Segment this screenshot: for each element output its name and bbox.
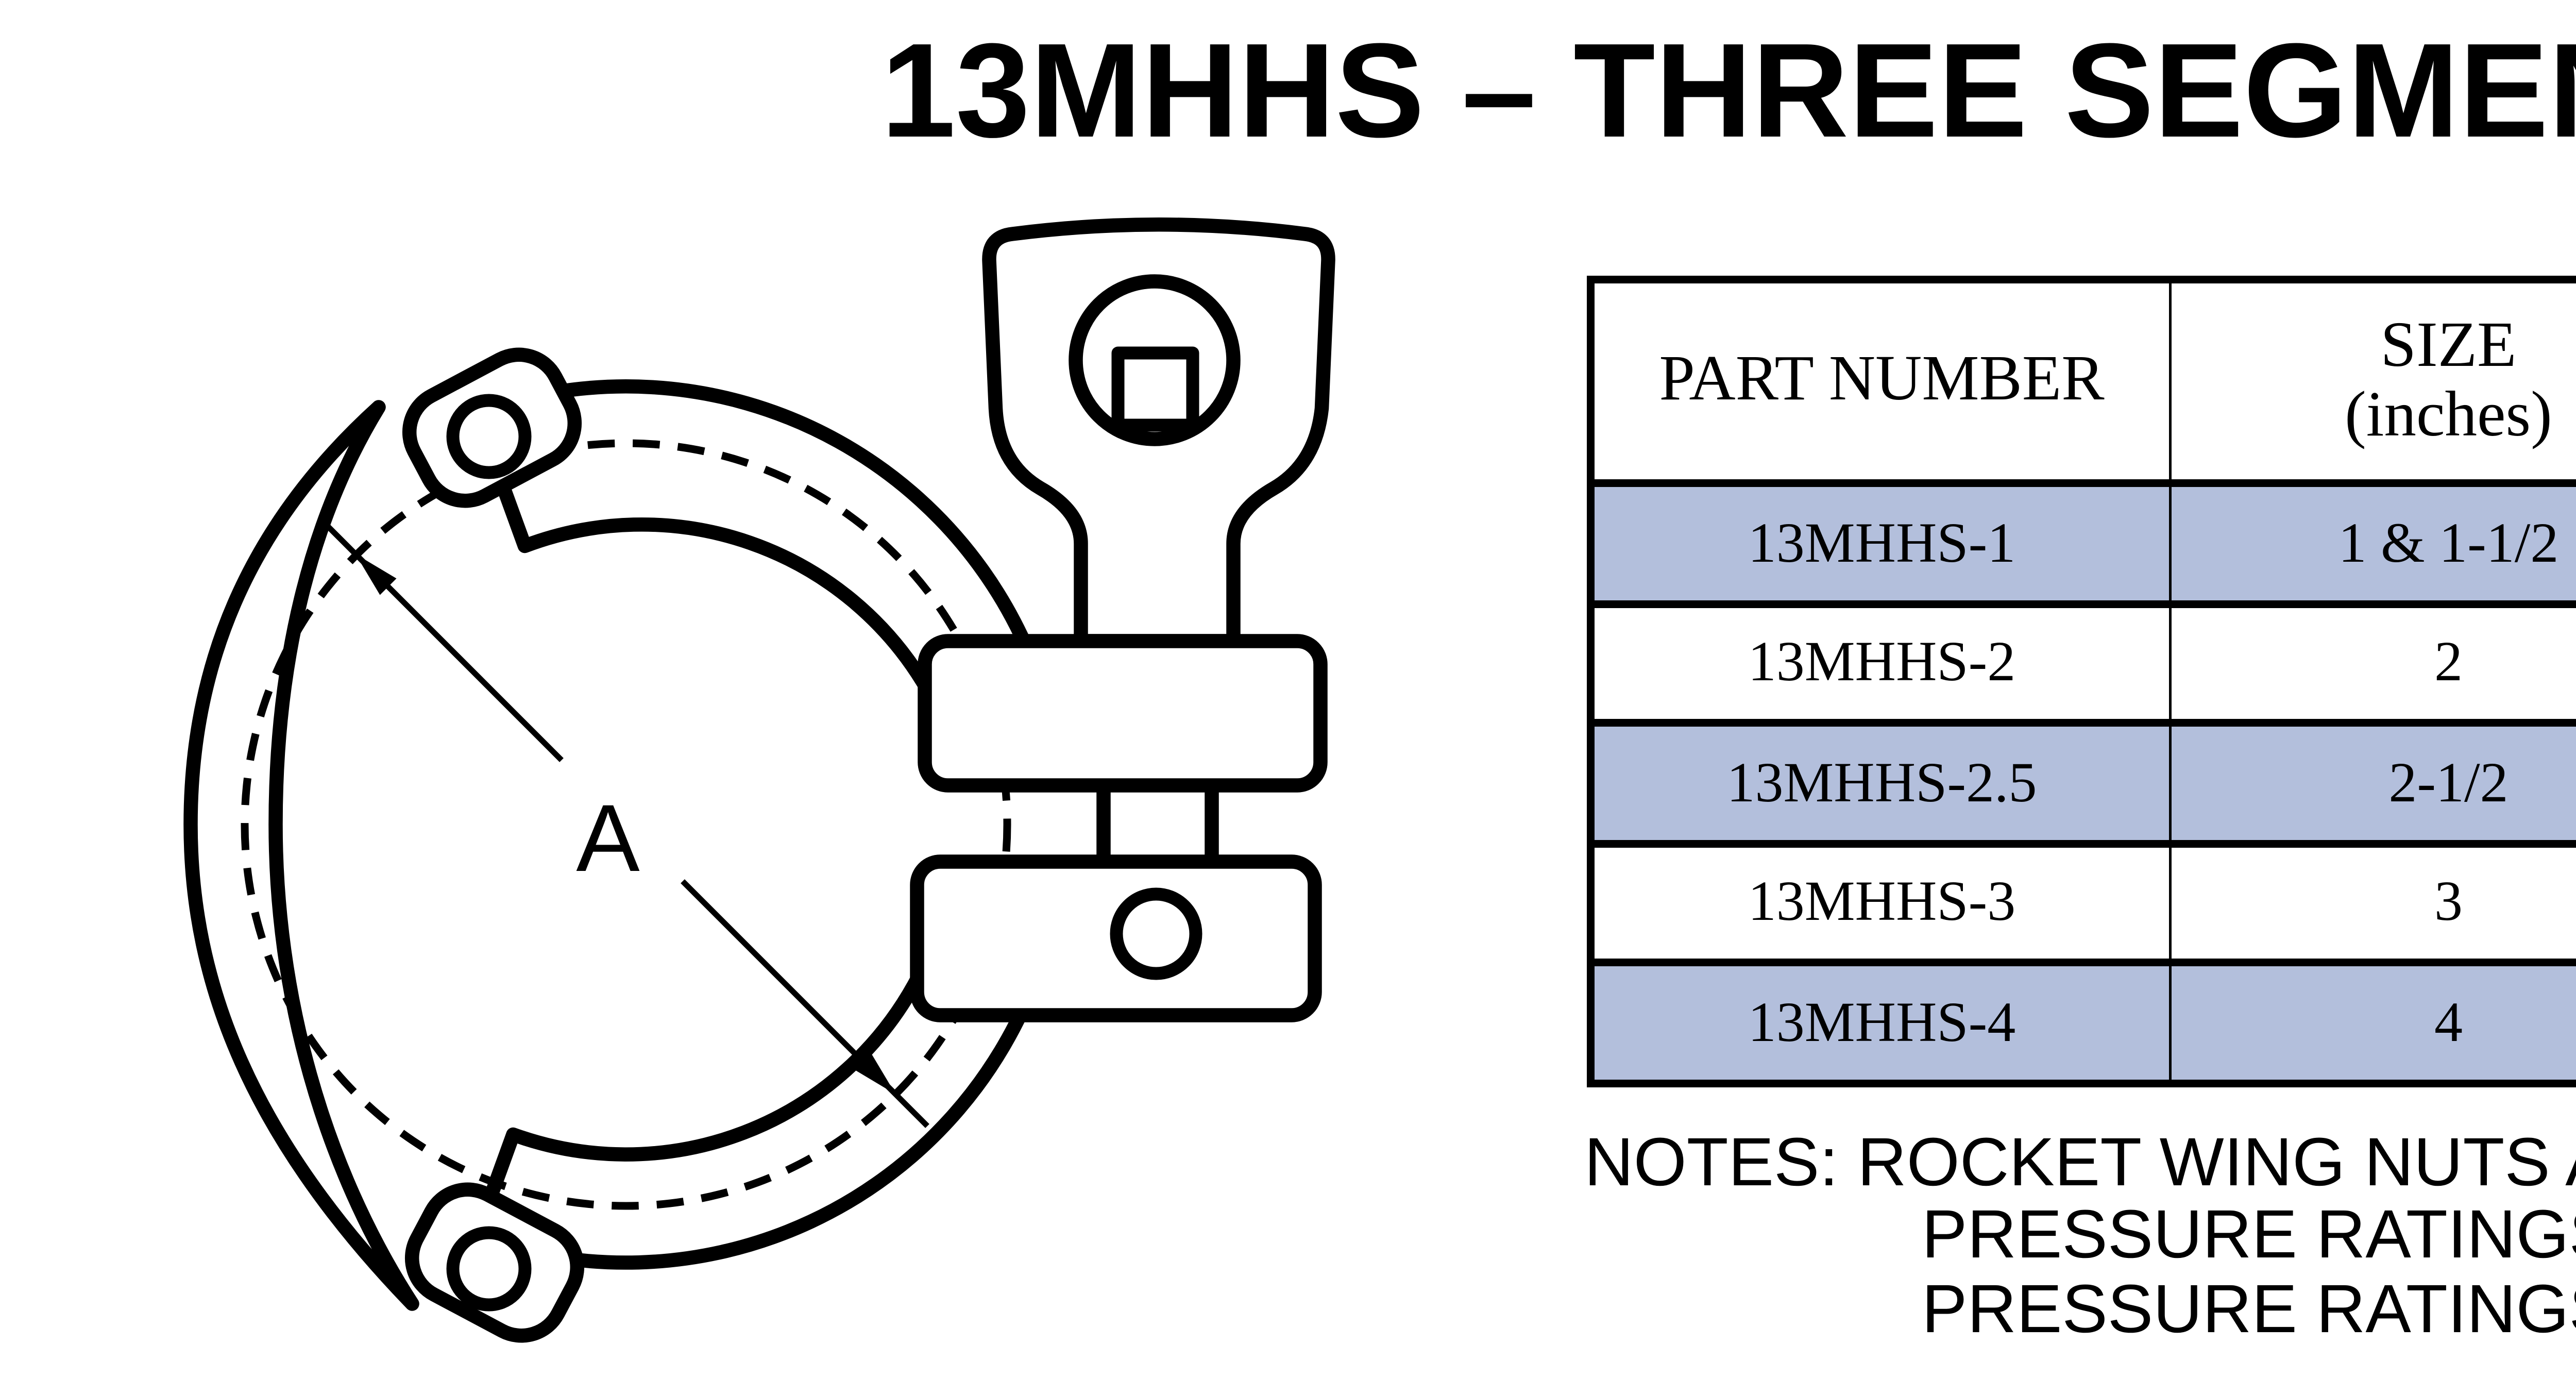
hinge-block-hole — [1116, 894, 1196, 973]
third-segment-crescent — [191, 407, 412, 1304]
header-size-line1: SIZE — [2381, 311, 2517, 380]
table-row: 13MHHS-2.5 2-1/2 3.185 450 225 — [1591, 723, 2576, 843]
header-size-line2: (inches) — [2177, 381, 2576, 452]
note-line-1: NOTES: ROCKET WING NUTS ALSO AVAILABLE — [1584, 1126, 2576, 1199]
header-part-number: PART NUMBER — [1591, 280, 2171, 483]
wing-nut-square-socket — [1118, 353, 1193, 425]
table-row: 13MHHS-4 4 4.820 300 150 — [1591, 963, 2576, 1083]
header-part-number-line1: PART NUMBER — [1659, 346, 2104, 415]
cell-size: 1 & 1-1/2 — [2171, 483, 2576, 603]
top-lug-hole — [453, 400, 525, 473]
table-row: 13MHHS-1 1 & 1-1/2 2.122 600 300 — [1591, 483, 2576, 603]
cell-part: 13MHHS-3 — [1591, 843, 2171, 963]
table-row: 13MHHS-3 3 3.717 350 175 — [1591, 843, 2576, 963]
note-line-2: PRESSURE RATINGS ARE MAXIMUM WORKING PRE… — [1922, 1199, 2576, 1272]
page-title: 13MHHS – THREE SEGMENT CLAMP — [0, 21, 2576, 168]
cell-size: 4 — [2171, 963, 2576, 1083]
dimension-label: A — [576, 785, 640, 892]
clamp-drawing: A — [129, 180, 1365, 1381]
clamp-diagram: A — [129, 180, 1365, 1381]
header-size: SIZE (inches) — [2171, 280, 2576, 483]
cell-size: 2 — [2171, 603, 2576, 723]
cell-part: 13MHHS-1 — [1591, 483, 2171, 603]
cell-part: 13MHHS-2.5 — [1591, 723, 2171, 843]
table-row: 13MHHS-2 2 2.654 550 275 — [1591, 603, 2576, 723]
cell-size: 2-1/2 — [2171, 723, 2576, 843]
bottom-lug-hole — [453, 1233, 525, 1305]
note-line-3: PRESSURE RATINGS PERTAIN TO THE CLAMP “U… — [1922, 1272, 2576, 1346]
spec-table-header-row: PART NUMBER SIZE (inches) A (inches) PSI… — [1591, 280, 2576, 483]
cell-part: 13MHHS-2 — [1591, 603, 2171, 723]
hinge-block-upper — [925, 641, 1320, 785]
spec-table: PART NUMBER SIZE (inches) A (inches) PSI… — [1587, 276, 2576, 1086]
cell-part: 13MHHS-4 — [1591, 963, 2171, 1083]
cell-size: 3 — [2171, 843, 2576, 963]
notes-block: NOTES: ROCKET WING NUTS ALSO AVAILABLE P… — [1584, 1126, 2576, 1346]
